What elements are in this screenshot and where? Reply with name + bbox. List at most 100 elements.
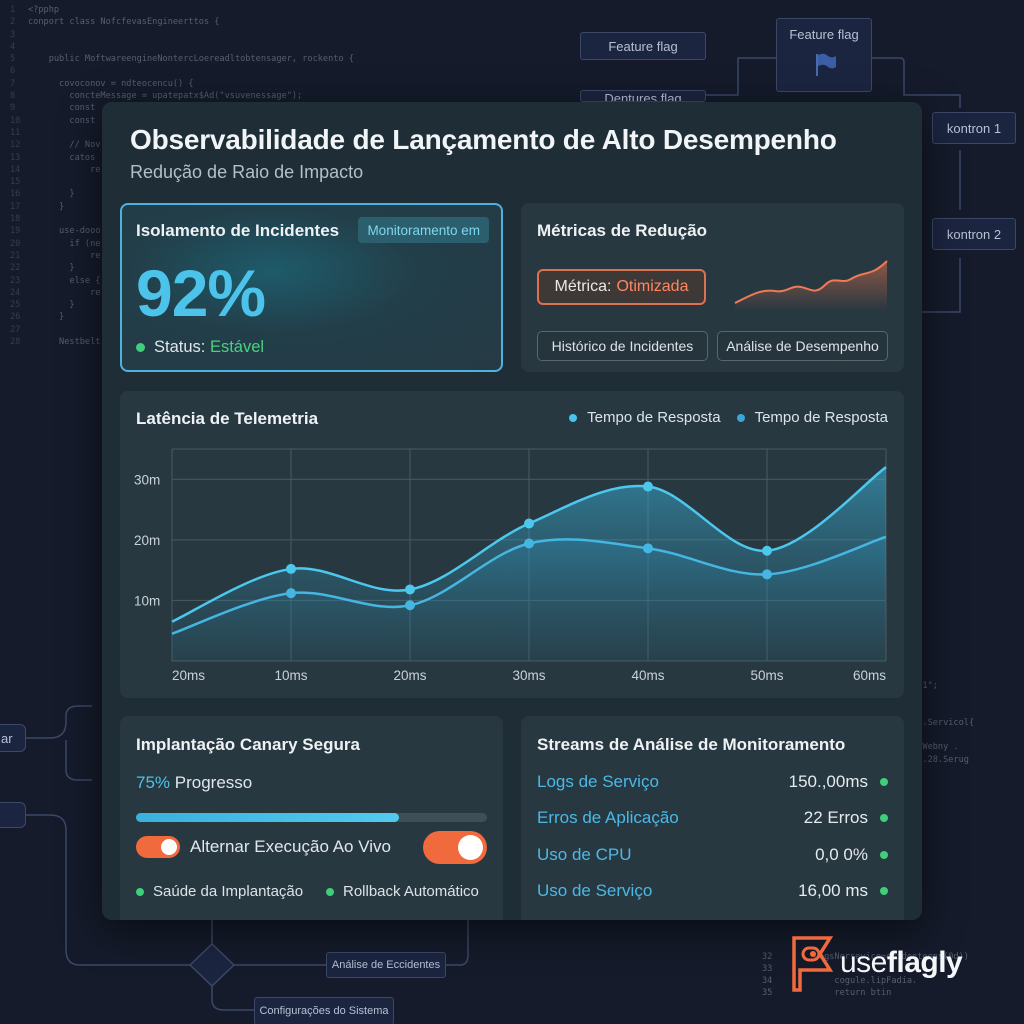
data-point	[405, 584, 415, 595]
code-line-number: 15	[10, 177, 21, 188]
bg-node-kontron-1: kontron 1	[932, 112, 1016, 144]
code-line-number: 26	[10, 312, 21, 323]
code-line-number: 27	[10, 324, 21, 335]
x-tick-label: 40ms	[631, 668, 664, 683]
x-tick-label: 50ms	[750, 668, 783, 683]
chart-legend: Tempo de Resposta Tempo de Resposta	[569, 409, 888, 426]
stream-row[interactable]: Uso de CPU 0,0 0%	[537, 843, 888, 867]
code-line-text: }	[28, 201, 65, 212]
stream-row[interactable]: Erros de Aplicação 22 Erros	[537, 806, 888, 830]
auto-rollback-indicator: Rollback Automático	[326, 883, 479, 900]
monitoring-badge[interactable]: Monitoramento em	[358, 217, 489, 243]
progress-text: Progresso	[174, 773, 253, 792]
performance-analysis-button[interactable]: Análise de Desempenho	[717, 331, 888, 361]
stream-value: 16,00 ms	[798, 881, 868, 900]
data-point	[286, 563, 296, 574]
code-line-text: if (ne	[28, 238, 101, 249]
code-line: 14 re	[10, 164, 340, 176]
chart-title: Latência de Telemetria	[136, 409, 319, 428]
code-line-number: 18	[10, 214, 21, 225]
code-line: 27	[10, 324, 340, 336]
code-line-number: 16	[10, 189, 21, 200]
code-line: 13 catos	[10, 152, 340, 164]
bg-node-feature-flag-2-label: Feature flag	[789, 27, 859, 42]
metric-label: Métrica:	[554, 278, 612, 295]
data-point	[643, 481, 653, 492]
code-line-text: concteMessage = upatepatx$Ad("vsuvenessa…	[28, 91, 303, 102]
code-line-text: const	[28, 103, 96, 114]
live-run-toggle[interactable]	[423, 831, 487, 864]
data-point	[762, 545, 772, 556]
live-run-toggle-label: Alternar Execução Ao Vivo	[190, 837, 391, 856]
code-line-number: 9	[10, 103, 16, 114]
code-line-text: // Nov	[28, 140, 101, 151]
latency-chart[interactable]: 10m 20m 30m 20ms 10ms 20ms 30ms 40ms 50ms 60ms	[120, 391, 904, 698]
code-line-number: 11	[10, 127, 21, 138]
health-dot-icon	[136, 887, 144, 896]
brand-name-prefix: use	[840, 946, 887, 979]
metric-status-badge[interactable]: Métrica: Otimizada	[537, 269, 706, 305]
isolation-percentage: 92%	[136, 256, 266, 330]
stream-name[interactable]: Uso de CPU	[537, 845, 632, 864]
stream-status-dot-icon	[880, 851, 888, 859]
x-tick-label: 60ms	[853, 668, 886, 683]
progress-label: 75% Progresso	[136, 773, 252, 793]
telemetry-latency-card: Latência de Telemetria Tempo de Resposta…	[120, 391, 904, 698]
bg-node-feature-flag-3: Dentures flag	[580, 90, 706, 102]
dashboard-panel: Observabilidade de Lançamento de Alto De…	[102, 102, 922, 920]
code-line: 26 }	[10, 311, 340, 323]
code-line-text: const	[28, 115, 96, 126]
canary-title: Implantação Canary Segura	[136, 735, 360, 754]
code-line: 10 const	[10, 115, 340, 127]
progress-bar	[136, 813, 487, 822]
code-line: 16 }	[10, 188, 340, 200]
status-dot-icon	[136, 343, 145, 352]
rollback-dot-icon	[326, 887, 334, 896]
status-line: Status: Estável	[136, 338, 264, 357]
code-line-text: }	[28, 312, 65, 323]
stream-status-dot-icon	[880, 778, 888, 786]
code-line: niasIrada.28.Serug	[875, 754, 969, 765]
canary-deploy-card: Implantação Canary Segura 75% Progresso …	[120, 716, 503, 920]
code-line: 9 const	[10, 102, 340, 114]
code-line: 4	[10, 41, 340, 53]
data-point	[524, 518, 534, 529]
stream-name[interactable]: Erros de Aplicação	[537, 808, 679, 827]
code-line: 12 // Nov	[10, 139, 340, 151]
code-line: 5 public MoftwareengineNontercLoereadlto…	[10, 53, 354, 65]
page-title: Observabilidade de Lançamento de Alto De…	[130, 124, 837, 155]
incident-isolation-card[interactable]: Isolamento de Incidentes Monitoramento e…	[120, 203, 503, 372]
bg-node-left: ar	[0, 724, 26, 752]
code-line: 2 conport class NofcfevasEngineerttos {	[10, 16, 340, 28]
code-line-number: 14	[10, 164, 21, 175]
stream-name[interactable]: Uso de Serviço	[537, 881, 653, 900]
code-line-text: }	[28, 300, 75, 311]
incident-history-button[interactable]: Histórico de Incidentes	[537, 331, 708, 361]
code-line: 20 if (ne	[10, 238, 340, 250]
x-tick-label: 20ms	[393, 668, 426, 683]
auto-rollback-label: Rollback Automático	[343, 883, 479, 900]
code-line: 17 }	[10, 201, 340, 213]
legend-item-2[interactable]: Tempo de Resposta	[736, 409, 888, 426]
data-point	[762, 569, 772, 580]
stream-row[interactable]: Uso de Serviço 16,00 ms	[537, 879, 888, 903]
code-line-number: 12	[10, 140, 21, 151]
streams-title: Streams de Análise de Monitoramento	[537, 735, 846, 754]
stream-status-dot-icon	[880, 814, 888, 822]
code-line: 23 else {	[10, 275, 340, 287]
stream-status-dot-icon	[880, 887, 888, 895]
live-run-toggle-small[interactable]	[136, 836, 180, 858]
code-line-text: re	[28, 164, 101, 175]
code-line-text: }	[28, 263, 75, 274]
stream-value: 150.,00ms	[788, 772, 868, 791]
stream-value: 0,0 0%	[815, 845, 868, 864]
legend-item-1[interactable]: Tempo de Resposta	[569, 409, 721, 426]
code-line-text: conport class NofcfevasEngineerttos {	[28, 17, 220, 28]
code-line: 24 re	[10, 287, 340, 299]
stream-row[interactable]: Logs de Serviço 150.,00ms	[537, 770, 888, 794]
code-line-number: 6	[10, 66, 16, 77]
stream-name[interactable]: Logs de Serviço	[537, 772, 659, 791]
code-line-number: 1	[10, 5, 16, 15]
legend-dot-icon	[736, 413, 745, 422]
code-line-text: catos	[28, 152, 96, 163]
